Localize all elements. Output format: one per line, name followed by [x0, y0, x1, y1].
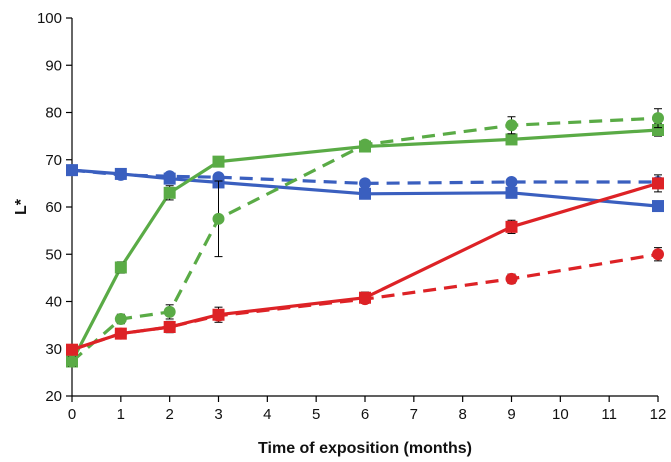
- data-point: [66, 343, 78, 356]
- data-point: [212, 309, 225, 322]
- data-point: [505, 186, 518, 199]
- data-point: [505, 272, 518, 285]
- x-tick-label: 9: [507, 406, 515, 423]
- y-tick-label: 50: [45, 246, 62, 263]
- data-point: [359, 138, 371, 151]
- data-point: [359, 177, 371, 190]
- data-point: [652, 200, 664, 213]
- data-point: [114, 168, 127, 181]
- y-axis-title: L*: [13, 198, 30, 215]
- data-point: [652, 248, 664, 261]
- y-tick-label: 20: [45, 388, 62, 405]
- series-4: [66, 108, 664, 368]
- data-point: [114, 261, 127, 274]
- data-point: [66, 355, 78, 368]
- data-point: [359, 187, 371, 200]
- x-tick-label: 1: [117, 406, 125, 423]
- x-tick-label: 11: [601, 406, 617, 423]
- x-tick-label: 0: [68, 406, 76, 423]
- y-tick-label: 100: [37, 10, 62, 27]
- x-tick-label: 12: [650, 406, 667, 423]
- x-axis-title: Time of exposition (months): [258, 440, 472, 457]
- x-tick-label: 6: [361, 406, 369, 423]
- x-tick-label: 2: [165, 406, 173, 423]
- data-point: [505, 133, 518, 146]
- data-point: [505, 119, 518, 132]
- x-tick-label: 8: [458, 406, 466, 423]
- data-point: [505, 175, 518, 188]
- y-tick-label: 40: [45, 294, 62, 311]
- series-6: [66, 247, 664, 356]
- data-point: [163, 321, 176, 334]
- data-point: [652, 177, 664, 190]
- x-tick-label: 3: [214, 406, 222, 423]
- series-layer: [66, 108, 664, 368]
- data-point: [163, 170, 176, 183]
- data-point: [212, 212, 225, 225]
- x-tick-label: 4: [263, 406, 271, 423]
- x-tick-label: 7: [410, 406, 418, 423]
- data-point: [114, 327, 127, 340]
- data-point: [114, 312, 127, 325]
- data-point: [163, 186, 176, 199]
- data-point: [163, 305, 176, 318]
- y-tick-label: 70: [45, 152, 62, 169]
- data-point: [652, 123, 664, 136]
- data-point: [359, 293, 371, 306]
- x-tick-label: 5: [312, 406, 320, 423]
- x-tick-label: 10: [552, 406, 569, 423]
- data-point: [212, 155, 225, 168]
- series-line: [70, 116, 659, 363]
- data-point: [212, 171, 225, 184]
- y-tick-label: 60: [45, 199, 62, 216]
- series-3: [66, 123, 664, 368]
- y-tick-label: 30: [45, 341, 62, 358]
- data-point: [652, 112, 664, 125]
- y-tick-label: 90: [45, 57, 62, 74]
- data-point: [505, 220, 518, 233]
- data-point: [66, 164, 78, 177]
- y-tick-label: 80: [45, 105, 62, 122]
